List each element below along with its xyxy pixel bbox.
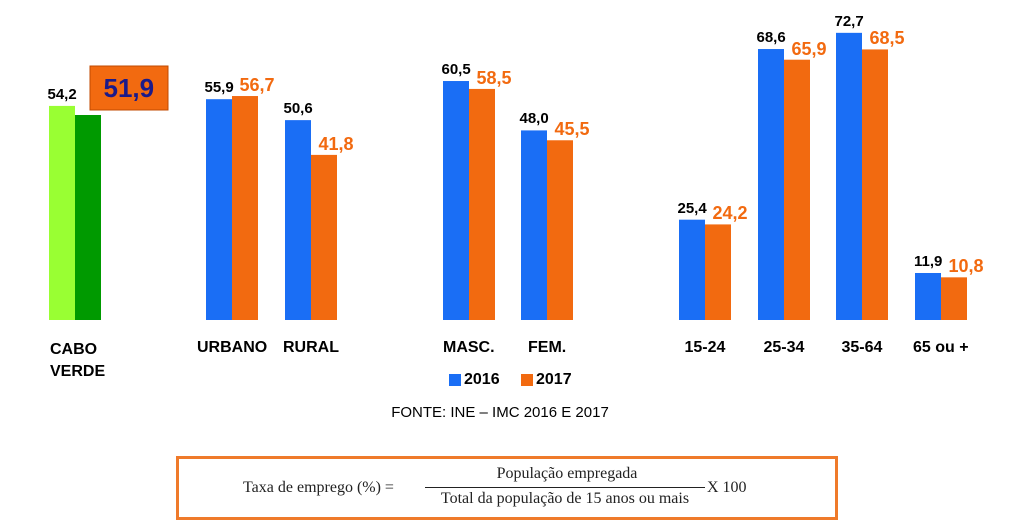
fraction-bar: [425, 487, 705, 488]
formula-denominator: Total da população de 15 anos ou mais: [440, 490, 690, 507]
x-tick-label: 25-34: [763, 339, 805, 356]
x-tick-label: FEM.: [528, 339, 567, 356]
value-label: 41,8: [318, 133, 354, 154]
bar: [206, 99, 232, 320]
bar: [285, 120, 311, 320]
x-tick-label: 15-24: [684, 339, 726, 356]
x-tick-label: URBANO: [197, 339, 268, 356]
x-tick-label: CABO VERDE: [50, 341, 106, 380]
formula-lhs: Taxa de emprego (%) =: [243, 479, 394, 496]
source-note: FONTE: INE – IMC 2016 E 2017: [391, 404, 609, 421]
value-label: 54,2: [47, 85, 77, 103]
formula-rhs: X 100: [707, 479, 747, 496]
formula-numerator: População empregada: [496, 465, 638, 482]
value-label: 24,2: [712, 203, 748, 224]
value-label: 51,9: [103, 73, 155, 103]
value-label: 68,6: [756, 29, 786, 47]
x-tick-label: RURAL: [283, 339, 339, 356]
bar: [679, 219, 705, 320]
legend-label: 2017: [536, 371, 572, 388]
value-label: 56,7: [239, 75, 275, 96]
value-label: 48,0: [519, 110, 549, 128]
legend-swatch: [521, 374, 533, 386]
value-label: 55,9: [204, 79, 234, 97]
bar: [758, 49, 784, 320]
value-label: 60,5: [441, 61, 471, 79]
legend-swatch: [449, 374, 461, 386]
bar: [784, 59, 810, 320]
value-label: 10,8: [948, 256, 984, 277]
bar: [547, 140, 573, 320]
bar: [311, 154, 337, 320]
label-box: [89, 65, 169, 111]
x-tick-label: MASC.: [443, 339, 495, 356]
value-label: 11,9: [914, 252, 943, 270]
x-tick-label: 35-64: [841, 339, 883, 356]
bar: [862, 49, 888, 321]
bar: [49, 105, 75, 320]
bar: [469, 88, 495, 320]
bar: [232, 96, 258, 320]
value-label: 58,5: [476, 67, 512, 88]
value-label: 25,4: [677, 199, 707, 217]
bar: [836, 32, 862, 321]
bar: [941, 277, 967, 320]
value-label: 68,5: [869, 28, 905, 49]
value-label: 72,7: [834, 12, 864, 30]
value-label: 50,6: [283, 100, 313, 118]
bar: [915, 272, 941, 320]
value-label: 45,5: [554, 119, 590, 140]
legend-label: 2016: [464, 371, 500, 388]
bar: [521, 130, 547, 320]
bar: [443, 81, 469, 321]
value-label: 65,9: [791, 38, 827, 59]
x-tick-label: 65 ou +: [913, 339, 969, 356]
bar: [75, 114, 101, 321]
bar: [705, 224, 731, 320]
formula-box: Taxa de emprego (%) = População empregad…: [176, 456, 838, 520]
